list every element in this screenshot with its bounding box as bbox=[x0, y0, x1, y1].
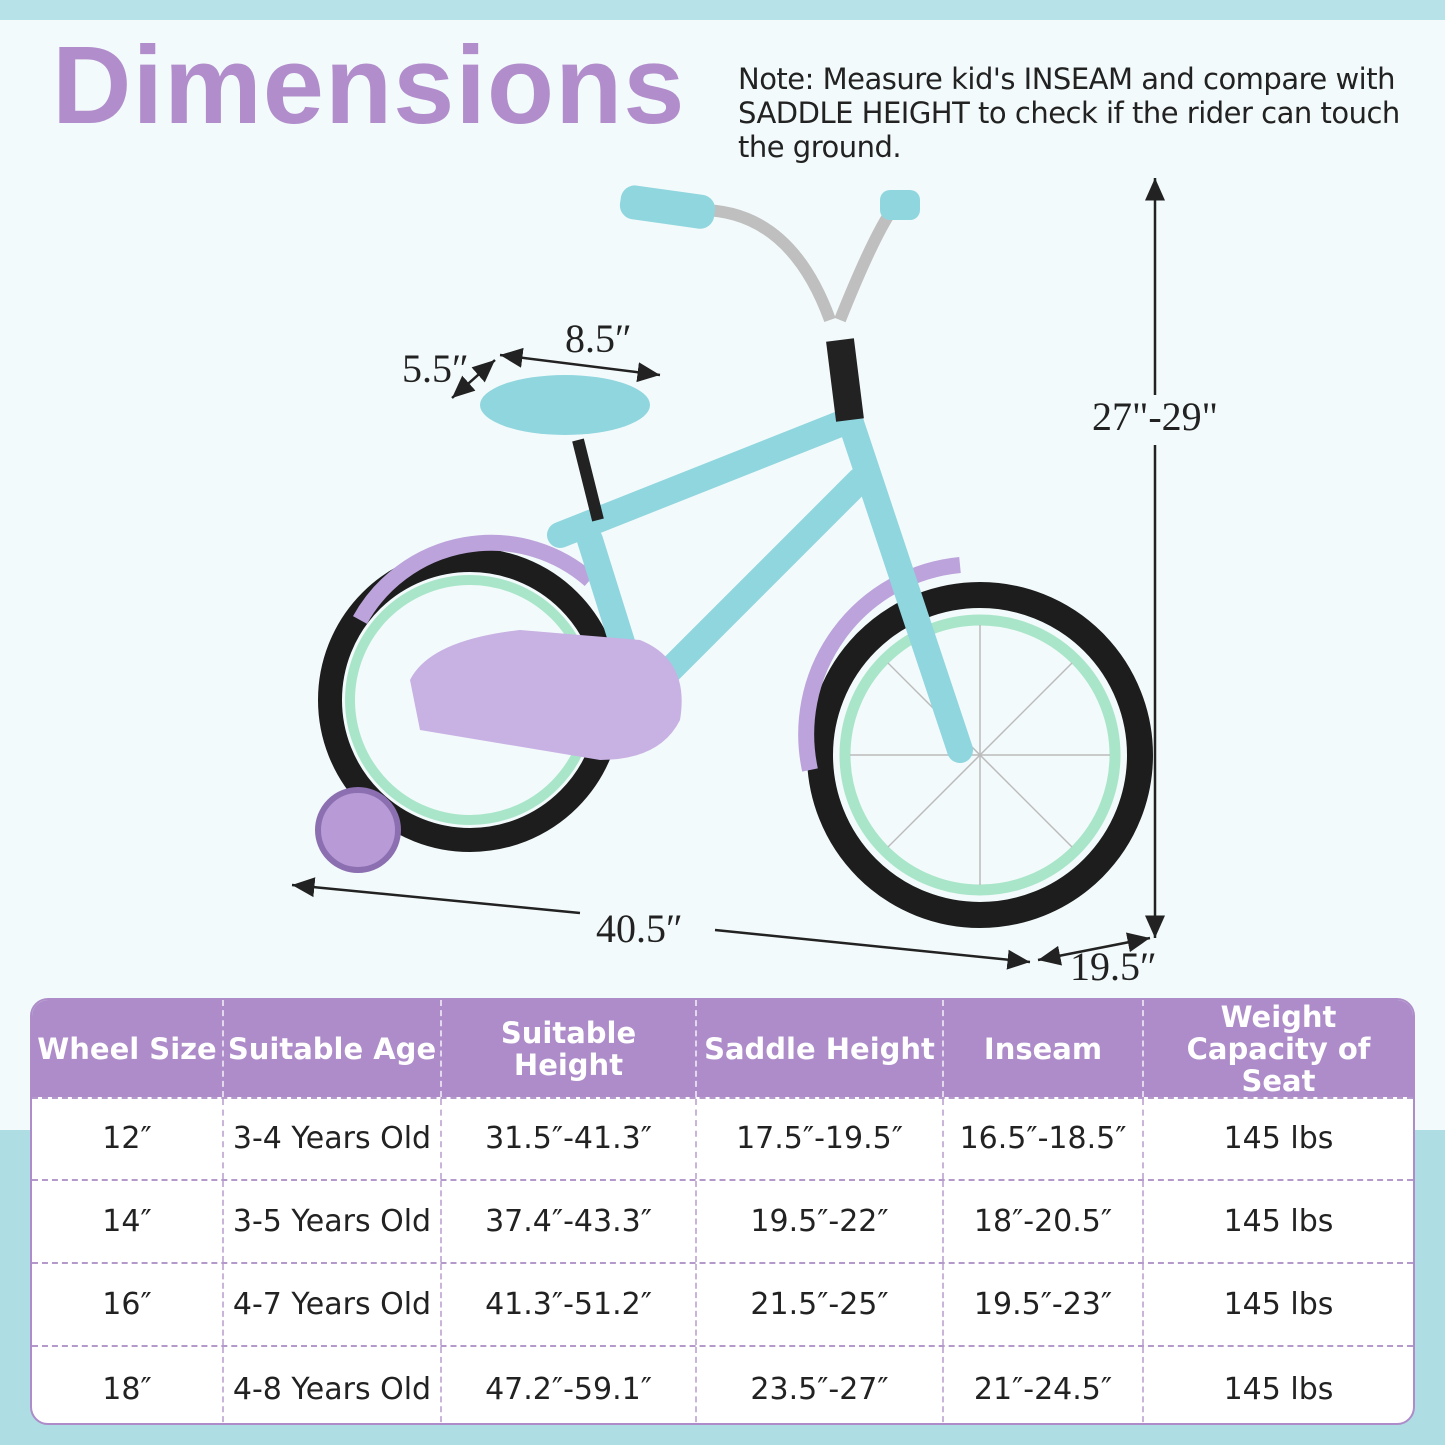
top-band bbox=[0, 0, 1445, 20]
inseam-note: Note: Measure kid's INSEAM and compare w… bbox=[738, 62, 1400, 164]
table-cell: 3-5 Years Old bbox=[222, 1181, 440, 1262]
table-cell: 19.5″-23″ bbox=[942, 1264, 1142, 1345]
table-cell: 18″ bbox=[102, 1371, 152, 1407]
table-cell: 16″ bbox=[102, 1286, 152, 1322]
table-row: 14″ 3-5 Years Old 37.4″-43.3″ 19.5″-22″ 18″-… bbox=[32, 1179, 1413, 1262]
table-cell: 145 lbs bbox=[1142, 1264, 1413, 1345]
width-label: 19.5″ bbox=[1070, 944, 1157, 989]
table-cell: 3-4 Years Old bbox=[222, 1099, 440, 1179]
table-cell: 16.5″-18.5″ bbox=[942, 1099, 1142, 1179]
table-cell: 145 lbs bbox=[1142, 1099, 1413, 1179]
table-row: 12″ 3-4 Years Old 31.5″-41.3″ 17.5″-19.5″ 16… bbox=[32, 1097, 1413, 1179]
dimension-arrows bbox=[291, 178, 1165, 970]
length-label: 40.5″ bbox=[596, 906, 683, 951]
seat-post bbox=[572, 438, 604, 522]
table-row: 18″ 4-8 Years Old 47.2″-59.1″ 23.5″-27″ 21″-… bbox=[32, 1345, 1413, 1423]
height-label: 27"-29" bbox=[1092, 394, 1218, 439]
table-cell: 19.5″-22″ bbox=[695, 1181, 942, 1262]
size-chart-table: Wheel Size Suitable Age Suitable Height … bbox=[30, 998, 1415, 1425]
table-cell: 4-8 Years Old bbox=[222, 1347, 440, 1423]
table-header: Wheel Size Suitable Age Suitable Height … bbox=[32, 1000, 1413, 1097]
table-cell: 145 lbs bbox=[1142, 1181, 1413, 1262]
header-saddle-height: Saddle Height bbox=[695, 1000, 942, 1097]
page-title: Dimensions bbox=[52, 24, 686, 147]
table-cell: 37.4″-43.3″ bbox=[440, 1181, 695, 1262]
table-cell: 31.5″-41.3″ bbox=[440, 1099, 695, 1179]
seat-width-label: 5.5″ bbox=[402, 346, 469, 391]
rear-fender bbox=[353, 534, 596, 624]
table-cell: 4-7 Years Old bbox=[222, 1264, 440, 1345]
seat-length-label: 8.5″ bbox=[565, 316, 632, 361]
table-cell: 145 lbs bbox=[1142, 1347, 1413, 1423]
header-suitable-height: Suitable Height bbox=[440, 1000, 695, 1097]
table-cell: 14″ bbox=[102, 1203, 152, 1239]
table-cell: 18″-20.5″ bbox=[942, 1181, 1142, 1262]
header-weight-capacity: Weight Capacity of Seat bbox=[1142, 1000, 1413, 1097]
bike-illustration bbox=[291, 178, 1165, 970]
stem bbox=[826, 338, 864, 422]
table-cell: 21″-24.5″ bbox=[942, 1347, 1142, 1423]
saddle bbox=[480, 375, 650, 435]
left-grip bbox=[619, 185, 716, 229]
training-wheel bbox=[315, 787, 401, 873]
right-grip bbox=[880, 190, 920, 220]
front-wheel bbox=[807, 582, 1153, 928]
table-cell: 12″ bbox=[102, 1121, 152, 1156]
chain-guard bbox=[410, 630, 682, 760]
table-cell: 17.5″-19.5″ bbox=[695, 1099, 942, 1179]
header-inseam: Inseam bbox=[942, 1000, 1142, 1097]
bike-frame bbox=[547, 407, 973, 763]
table-cell: 47.2″-59.1″ bbox=[440, 1347, 695, 1423]
table-cell: 23.5″-27″ bbox=[695, 1347, 942, 1423]
front-fender bbox=[798, 557, 961, 772]
table-row: 16″ 4-7 Years Old 41.3″-51.2″ 21.5″-25″ 19.5… bbox=[32, 1262, 1413, 1345]
header-suitable-age: Suitable Age bbox=[222, 1000, 440, 1097]
header-wheel-size: Wheel Size bbox=[37, 1031, 217, 1066]
handlebar bbox=[699, 195, 905, 323]
table-cell: 21.5″-25″ bbox=[695, 1264, 942, 1345]
table-cell: 41.3″-51.2″ bbox=[440, 1264, 695, 1345]
